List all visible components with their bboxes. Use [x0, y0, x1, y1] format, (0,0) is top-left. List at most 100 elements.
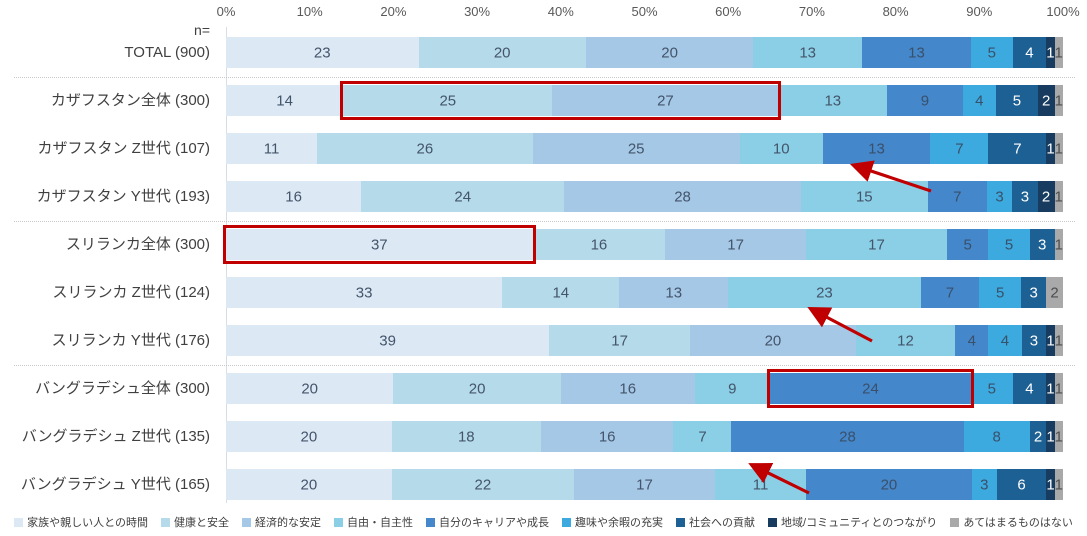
segment-value: 20 — [661, 44, 678, 61]
segment-value: 20 — [468, 380, 486, 397]
bar-segment: 27 — [552, 85, 779, 116]
bar-segment: 16 — [560, 373, 695, 404]
n-equals-label: n= — [194, 22, 210, 38]
bar-segment: 18 — [391, 421, 541, 452]
bar-segment: 3 — [1029, 229, 1055, 260]
segment-value: 1 — [1054, 44, 1063, 61]
bar-segment: 1 — [1046, 325, 1055, 356]
segment-value: 5 — [1004, 236, 1014, 253]
segment-value: 6 — [1017, 476, 1026, 493]
bar-segment: 1 — [1055, 325, 1063, 356]
bar-segment: 2 — [1037, 181, 1055, 212]
segment-value: 7 — [945, 284, 955, 301]
segment-value: 24 — [454, 188, 472, 205]
legend-swatch-icon — [334, 517, 344, 527]
bar-segment: 2 — [1046, 277, 1063, 308]
bar-segment: 16 — [540, 421, 674, 452]
segment-value: 23 — [816, 284, 833, 301]
segment-value: 3 — [980, 476, 989, 493]
bar-segment: 37 — [226, 229, 533, 260]
bar-segment: 4 — [1012, 373, 1047, 404]
legend-item: 地域/コミュニティとのつながり — [768, 514, 937, 530]
segment-value: 1 — [1046, 428, 1055, 445]
bar-segment: 7 — [673, 421, 732, 452]
segment-value: 37 — [370, 236, 388, 253]
segment-value: 3 — [995, 188, 1004, 205]
highlight-box — [340, 81, 782, 120]
bar-segment: 1 — [1055, 229, 1063, 260]
segment-value: 27 — [657, 92, 674, 109]
bar-segment: 9 — [694, 373, 771, 404]
x-axis-tick: 20% — [380, 4, 407, 19]
segment-value: 1 — [1046, 44, 1055, 61]
legend-label: 自由・自主性 — [347, 517, 414, 529]
legend-item: 家族や親しい人との時間 — [14, 514, 148, 530]
bar-segment: 20 — [418, 37, 586, 68]
row-label: カザフスタン全体 (300) — [50, 92, 210, 109]
segment-value: 7 — [1013, 140, 1022, 157]
legend-item: 社会への貢献 — [676, 514, 755, 530]
segment-value: 14 — [276, 92, 293, 109]
segment-value: 2 — [1033, 428, 1043, 445]
x-axis-tick: 80% — [882, 4, 909, 19]
row-label: TOTAL (900) — [124, 44, 210, 61]
x-axis-tick: 60% — [715, 4, 742, 19]
segment-value: 20 — [493, 44, 511, 61]
legend-label: 健康と安全 — [174, 517, 230, 529]
segment-value: 13 — [665, 284, 683, 301]
segment-value: 1 — [1054, 428, 1063, 445]
segment-value: 12 — [897, 332, 914, 349]
bar-segment: 16 — [532, 229, 666, 260]
segment-value: 13 — [868, 140, 885, 157]
bar-segment: 20 — [393, 373, 561, 404]
stacked-bar: 37 16 17 17 5 5 3 1 — [226, 229, 1063, 260]
group-separator-line — [14, 77, 1075, 78]
bar-segment: 28 — [564, 181, 801, 212]
bar-segment: 17 — [549, 325, 691, 356]
legend-item: あてはまるものはない — [950, 514, 1073, 530]
bar-segment: 1 — [1054, 85, 1063, 116]
bar-segment: 1 — [1054, 181, 1063, 212]
stacked-bar: 20 20 16 9 24 5 4 1 1 — [226, 373, 1063, 404]
bar-segment: 7 — [988, 133, 1047, 164]
bar-segment: 13 — [778, 85, 888, 116]
segment-value: 1 — [1054, 236, 1063, 253]
segment-value: 22 — [474, 476, 492, 493]
bar-segment: 5 — [970, 37, 1013, 68]
segment-value: 24 — [862, 380, 879, 397]
bar-segment: 20 — [226, 373, 394, 404]
segment-value: 4 — [1025, 44, 1034, 61]
bar-segment: 4 — [962, 85, 996, 116]
bar-segment: 4 — [1012, 37, 1047, 68]
bar-segment: 26 — [317, 133, 533, 164]
legend-label: あてはまるものはない — [963, 517, 1073, 529]
stacked-bar: 33 14 13 23 7 5 3 2 — [226, 277, 1063, 308]
segment-value: 33 — [355, 284, 373, 301]
segment-value: 26 — [416, 140, 434, 157]
legend-label: 地域/コミュニティとのつながり — [781, 517, 938, 529]
segment-value: 16 — [619, 380, 637, 397]
bar-segment: 17 — [665, 229, 807, 260]
bar-segment: 16 — [226, 181, 362, 212]
row-label: バングラデシュ Y世代 (165) — [20, 476, 210, 493]
segment-value: 7 — [955, 140, 964, 157]
bar-segment: 8 — [963, 421, 1030, 452]
x-axis-tick: 70% — [798, 4, 825, 19]
legend-item: 趣味や余暇の充実 — [562, 514, 663, 530]
bar-segment: 25 — [343, 85, 553, 116]
bar-segment: 5 — [988, 229, 1030, 260]
segment-value: 28 — [674, 188, 691, 205]
bar-segment: 5 — [996, 85, 1038, 116]
row-label: スリランカ Y世代 (176) — [51, 332, 210, 349]
segment-value: 4 — [967, 332, 976, 349]
segment-value: 11 — [263, 140, 280, 157]
bar-segment: 1 — [1055, 421, 1063, 452]
segment-value: 1 — [1054, 92, 1063, 109]
segment-value: 5 — [1012, 92, 1022, 109]
segment-value: 20 — [301, 380, 319, 397]
legend-swatch-icon — [950, 517, 960, 527]
bar-segment: 1 — [1055, 133, 1063, 164]
bar-segment: 28 — [731, 421, 964, 452]
segment-value: 17 — [636, 476, 653, 493]
